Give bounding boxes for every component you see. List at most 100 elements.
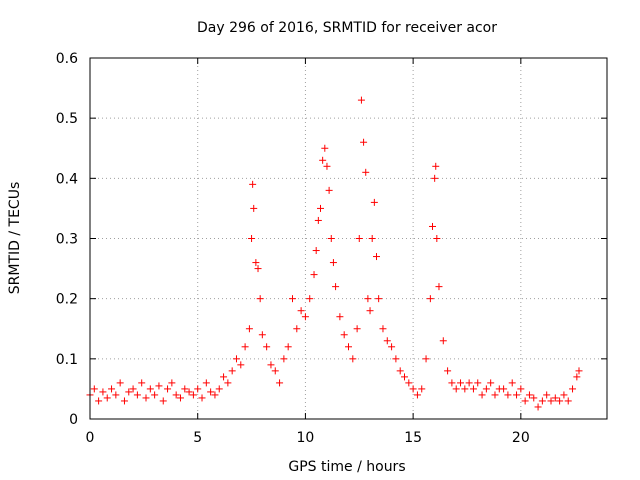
data-point	[310, 271, 318, 279]
data-point	[220, 373, 228, 381]
data-point	[508, 379, 516, 387]
x-tick-label: 15	[404, 430, 422, 446]
data-point	[521, 397, 529, 405]
data-point	[357, 96, 365, 104]
data-point	[426, 295, 434, 303]
data-point	[254, 265, 262, 273]
data-point	[329, 259, 337, 267]
data-point	[159, 397, 167, 405]
data-point	[534, 403, 542, 411]
data-point	[237, 361, 245, 369]
data-point	[373, 253, 381, 261]
data-point	[248, 235, 256, 242]
data-point	[432, 162, 440, 170]
data-point	[276, 379, 284, 387]
y-tick-label: 0.5	[56, 111, 78, 127]
data-point	[547, 397, 555, 405]
data-point	[465, 379, 473, 387]
data-point	[138, 379, 146, 387]
data-point	[284, 343, 292, 351]
data-point	[433, 235, 441, 242]
data-point	[457, 379, 465, 387]
data-point	[487, 379, 495, 387]
data-point	[564, 397, 572, 405]
plot-frame	[89, 57, 608, 420]
data-point	[176, 394, 184, 402]
data-point	[325, 186, 333, 194]
data-point	[452, 385, 460, 393]
data-point	[314, 216, 322, 224]
data-point	[116, 379, 124, 387]
data-point	[232, 355, 240, 363]
data-point	[185, 388, 193, 396]
data-point	[90, 385, 98, 393]
data-point	[258, 331, 266, 339]
data-point	[211, 391, 219, 399]
data-point	[517, 385, 525, 393]
data-point	[478, 391, 486, 399]
data-point	[297, 307, 305, 315]
data-point	[323, 162, 331, 170]
data-point	[256, 295, 264, 303]
data-point	[551, 394, 559, 402]
data-point	[444, 367, 452, 375]
data-point	[133, 391, 141, 399]
data-point	[108, 385, 116, 393]
data-point	[575, 367, 583, 375]
data-point	[189, 391, 197, 399]
data-point	[288, 295, 296, 303]
data-point	[249, 180, 257, 188]
data-point	[355, 235, 363, 242]
data-point	[312, 247, 320, 255]
data-point	[207, 388, 215, 396]
data-point	[569, 385, 577, 393]
data-point	[181, 385, 189, 393]
grid-lines	[90, 58, 607, 419]
data-point	[95, 397, 103, 405]
data-point	[340, 331, 348, 339]
data-point	[215, 385, 223, 393]
data-point	[301, 313, 309, 321]
data-point	[556, 397, 564, 405]
data-point	[306, 295, 314, 303]
data-point	[560, 391, 568, 399]
data-point	[103, 394, 111, 402]
y-tick-label: 0.2	[56, 292, 78, 308]
data-point	[332, 283, 340, 291]
data-point	[155, 382, 163, 390]
data-point	[482, 385, 490, 393]
data-point	[202, 379, 210, 387]
data-point	[194, 385, 202, 393]
data-point	[500, 385, 508, 393]
data-point	[349, 355, 357, 363]
data-point	[228, 367, 236, 375]
y-tick-label: 0.6	[56, 51, 78, 67]
data-point	[321, 144, 329, 152]
data-point	[513, 391, 521, 399]
data-point	[362, 168, 370, 176]
data-point	[439, 337, 447, 345]
data-point	[319, 156, 327, 164]
data-point	[224, 379, 232, 387]
data-point	[271, 367, 279, 375]
x-tick-label: 5	[193, 430, 202, 446]
data-point	[327, 235, 335, 242]
data-point	[364, 295, 372, 303]
data-point	[151, 391, 159, 399]
data-point	[370, 198, 378, 206]
data-point	[530, 394, 538, 402]
data-points	[86, 96, 583, 411]
data-point	[172, 391, 180, 399]
chart-title: Day 296 of 2016, SRMTID for receiver aco…	[197, 20, 497, 36]
y-tick-label: 0.3	[56, 232, 78, 248]
data-point	[345, 343, 352, 351]
data-point	[504, 391, 512, 399]
data-point	[422, 355, 430, 363]
data-point	[129, 385, 137, 393]
data-point	[418, 385, 426, 393]
data-point	[263, 343, 271, 351]
data-point	[168, 379, 176, 387]
data-point	[375, 295, 383, 303]
data-point	[142, 394, 150, 402]
data-point	[146, 385, 154, 393]
